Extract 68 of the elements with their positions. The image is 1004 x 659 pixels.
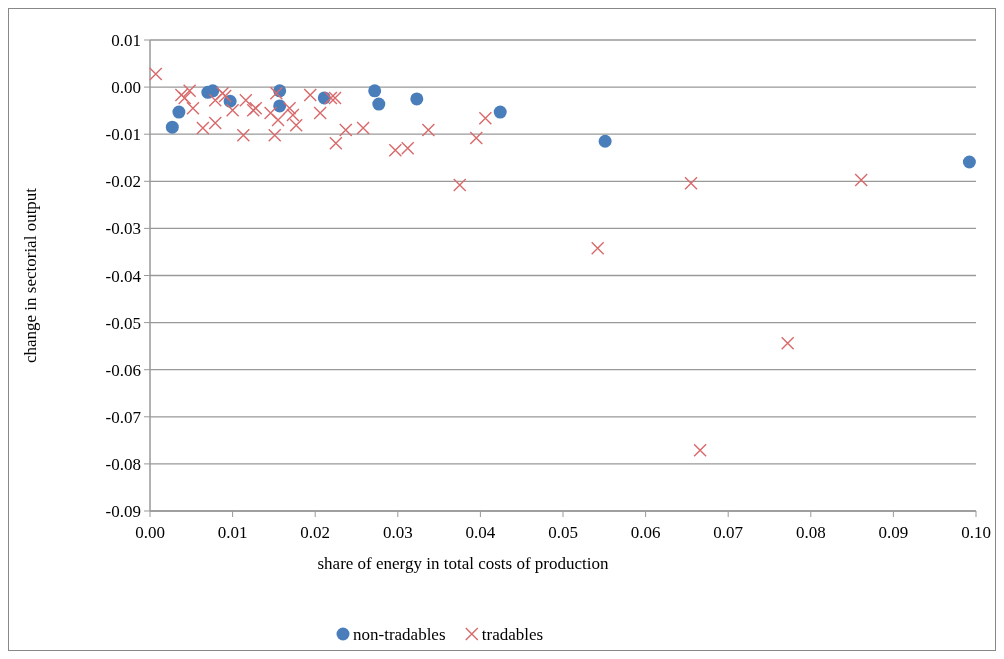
point	[165, 120, 179, 134]
x-axis-title: share of energy in total costs of production	[317, 554, 609, 573]
y-tick-label: -0.05	[105, 313, 141, 333]
x-tick-label: 0.05	[548, 523, 578, 542]
point	[368, 84, 382, 98]
point	[182, 84, 197, 98]
point	[269, 86, 284, 100]
point	[493, 105, 507, 119]
x-tick-label: 0.10	[961, 523, 991, 542]
x-tick-label: 0.04	[465, 523, 496, 542]
x-tick-label: 0.07	[713, 523, 744, 542]
y-tick-label: 0.01	[111, 31, 141, 50]
point	[208, 93, 222, 107]
point	[273, 99, 287, 113]
point	[303, 88, 317, 102]
legend-label: tradables	[481, 625, 544, 644]
x-tick-label: 0.02	[300, 523, 331, 542]
point	[172, 105, 186, 119]
point	[186, 101, 200, 115]
y-tick-label: -0.09	[105, 502, 141, 521]
y-tick-label: -0.07	[105, 407, 142, 427]
y-tick-label: 0.00	[111, 78, 141, 98]
y-tick-label: -0.02	[105, 172, 141, 192]
point	[962, 155, 976, 169]
x-tick-label: 0.09	[878, 523, 909, 542]
y-tick-label: -0.03	[105, 219, 141, 239]
point	[239, 93, 253, 107]
x-tick-label: 0.03	[382, 523, 413, 542]
x-tick-label: 0.06	[630, 523, 661, 542]
point	[271, 113, 285, 127]
point	[590, 241, 605, 255]
point	[196, 121, 210, 135]
x-tick-label: 0.08	[795, 523, 826, 542]
y-tick-label: -0.04	[105, 266, 142, 286]
point	[693, 443, 707, 457]
point	[282, 101, 297, 115]
point	[453, 178, 467, 192]
legend-label: non-tradables	[353, 625, 446, 644]
point	[236, 128, 251, 142]
y-tick-label: -0.01	[105, 125, 141, 145]
point	[286, 108, 300, 122]
y-tick-label: -0.08	[105, 454, 141, 474]
point	[684, 176, 698, 190]
point	[206, 84, 220, 98]
point	[268, 128, 282, 142]
point	[854, 173, 868, 187]
point	[421, 123, 436, 137]
point	[478, 111, 493, 125]
point	[469, 131, 483, 145]
x-tick-label: 0.00	[135, 523, 165, 542]
point	[339, 123, 353, 137]
y-axis-title: change in sectorial output	[21, 187, 40, 364]
point	[225, 103, 240, 117]
point	[356, 121, 370, 135]
point	[313, 106, 327, 120]
point	[598, 134, 612, 148]
point	[263, 106, 278, 120]
point	[780, 336, 795, 351]
point	[208, 116, 222, 130]
point	[149, 67, 163, 81]
point	[329, 136, 343, 150]
x-tick-label: 0.01	[217, 523, 248, 542]
y-tick-label: -0.06	[105, 360, 141, 380]
point	[410, 92, 424, 106]
point	[372, 97, 386, 111]
point	[328, 91, 342, 105]
point	[324, 91, 338, 105]
point	[289, 118, 303, 132]
